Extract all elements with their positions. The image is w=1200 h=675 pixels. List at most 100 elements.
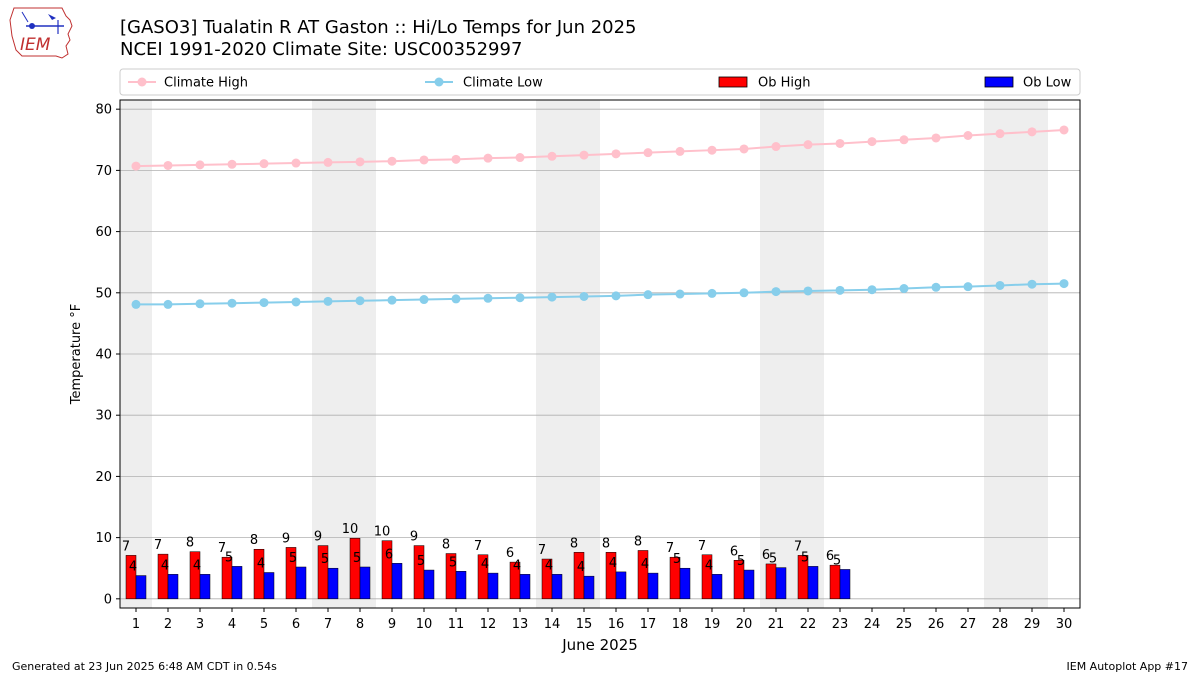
x-tick-label-16: 16 [608,617,625,632]
x-tick-label-29: 29 [1024,617,1041,632]
climate-high-point-17 [643,148,653,158]
y-tick-label-0: 0 [104,592,112,607]
x-tick-label-13: 13 [512,617,529,632]
ob-low-bar-9 [391,563,403,600]
ob-low-label-10: 5 [417,554,425,569]
x-tick-label-10: 10 [416,617,433,632]
climate-high-point-22 [803,140,813,150]
ob-low-bar-20 [743,569,755,600]
ob-high-label-9: 10 [374,525,391,540]
x-tick-label-28: 28 [992,617,1009,632]
y-tick-label-70: 70 [95,164,112,179]
climate-low-point-7 [323,296,333,306]
climate-low-point-17 [643,290,653,300]
ob-low-bar-17 [647,572,659,600]
climate-high-point-3 [195,160,205,170]
ob-low-bar-10 [423,569,435,600]
ob-high-label-16: 8 [602,536,610,551]
x-tick-label-22: 22 [800,617,817,632]
ob-high-label-4: 7 [218,541,226,556]
ob-high-label-23: 6 [826,549,834,564]
ob-low-label-5: 4 [257,557,265,572]
climate-low-point-29 [1027,279,1037,289]
x-axis-label: June 2025 [561,636,638,654]
x-tick-label-1: 1 [132,617,140,632]
ob-high-label-19: 7 [698,539,706,554]
climate-low-line [136,282,1065,306]
climate-low-point-11 [451,294,461,304]
x-tick-label-3: 3 [196,617,204,632]
climate-high-point-15 [579,150,589,160]
ob-low-bar-13 [519,574,531,600]
legend-ob-low-label: Ob Low [1023,76,1072,91]
ob-low-label-2: 4 [161,558,169,573]
ob-high-label-11: 8 [442,538,450,553]
y-tick-label-50: 50 [95,286,112,301]
ob-low-label-6: 5 [289,551,297,566]
ob-low-label-22: 5 [801,550,809,565]
ob-high-label-10: 9 [410,530,418,545]
climate-low-point-20 [739,288,749,298]
ob-low-label-7: 5 [321,552,329,567]
x-tick-label-18: 18 [672,617,689,632]
climate-high-point-30 [1059,125,1069,135]
legend-climate-high-label: Climate High [164,76,248,91]
iem-logo: IEM [8,6,80,60]
climate-high-point-20 [739,144,749,154]
x-tick-label-19: 19 [704,617,721,632]
climate-low-point-2 [163,299,173,309]
climate-high-line [135,128,1065,168]
climate-high-point-27 [963,130,973,140]
ob-low-bar-22 [807,566,819,600]
ob-high-label-6: 9 [282,531,290,546]
ob-low-label-17: 4 [641,557,649,572]
x-tick-label-21: 21 [768,617,785,632]
ob-low-bar-11 [455,571,467,600]
climate-low-point-25 [899,284,909,294]
ob-low-bar-8 [359,566,371,600]
ob-high-label-21: 6 [762,548,770,563]
climate-low-point-24 [867,285,877,295]
climate-low-point-28 [995,280,1005,290]
title-line-1: [GASO3] Tualatin R AT Gaston :: Hi/Lo Te… [120,17,637,38]
title-line-2: NCEI 1991-2020 Climate Site: USC00352997 [120,39,523,60]
ob-low-label-18: 5 [673,552,681,567]
ob-low-bar-7 [327,567,339,600]
climate-high-point-8 [355,157,365,167]
ob-low-bar-15 [583,575,595,600]
ob-high-label-2: 7 [154,538,162,553]
climate-high-point-13 [515,153,525,163]
ob-low-label-14: 4 [545,558,553,573]
ob-high-label-22: 7 [794,539,802,554]
ob-high-bar-15 [573,552,585,600]
climate-low-point-13 [515,293,525,303]
ob-low-bar-3 [199,574,211,600]
y-tick-label-20: 20 [95,470,112,485]
ob-low-bar-19 [711,574,723,600]
ob-high-label-20: 6 [730,544,738,559]
climate-low-point-9 [387,295,397,305]
y-tick-label-40: 40 [95,348,112,363]
x-tick-label-12: 12 [480,617,497,632]
climate-high-point-11 [451,154,461,164]
app-id: IEM Autoplot App #17 [1066,660,1189,673]
climate-high-point-5 [259,159,269,169]
climate-high-point-29 [1027,127,1037,137]
ob-low-label-16: 4 [609,556,617,571]
ob-high-label-13: 6 [506,546,514,561]
legend-ob-high-swatch [718,76,748,88]
ob-high-bar-8 [349,537,361,600]
climate-low-point-22 [803,286,813,296]
x-tick-label-11: 11 [448,617,465,632]
legend-ob-high-label: Ob High [758,76,811,91]
bars [125,537,851,600]
climate-low-point-27 [963,282,973,292]
ob-high-label-8: 10 [342,522,359,537]
ob-low-label-23: 5 [833,553,841,568]
climate-low-point-15 [579,291,589,301]
ob-low-bar-4 [231,566,243,600]
ob-high-label-18: 7 [666,541,674,556]
ob-low-bar-5 [263,572,275,600]
